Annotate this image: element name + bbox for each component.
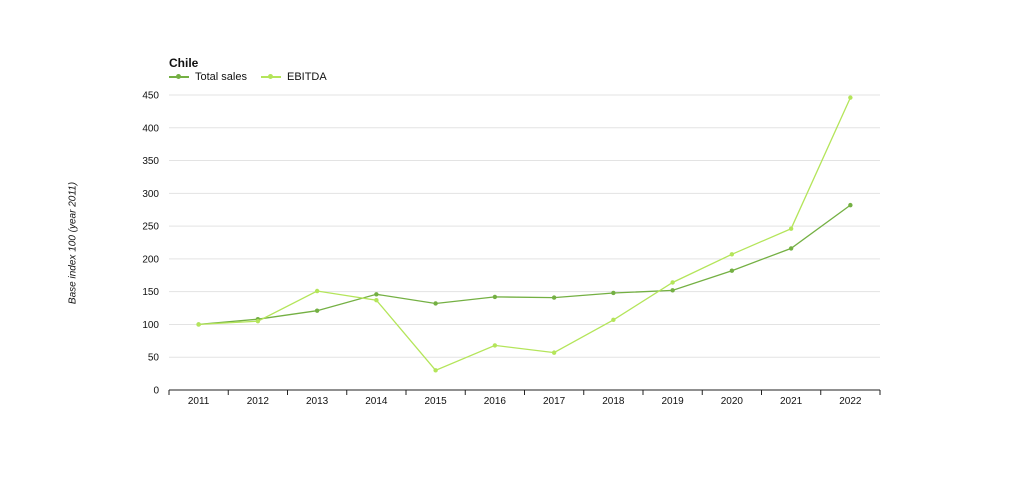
data-point-total-sales: [729, 268, 735, 273]
data-point-ebitda: [374, 297, 379, 303]
data-point-total-sales: [314, 308, 320, 313]
data-point-ebitda: [196, 322, 201, 327]
y-tick-label: 350: [142, 156, 159, 167]
data-point-ebitda: [788, 226, 794, 231]
legend-item-total-sales[interactable]: Total sales: [169, 71, 247, 83]
data-point-total-sales: [611, 290, 616, 296]
data-point-ebitda: [255, 318, 261, 324]
data-point-total-sales: [492, 294, 498, 300]
legend-label-ebitda: EBITDA: [286, 71, 327, 83]
x-tick-label: 2022: [839, 396, 862, 407]
x-tick-label: 2021: [780, 396, 803, 407]
x-tick-label: 2011: [188, 396, 210, 407]
data-point-ebitda: [729, 252, 735, 257]
data-point-ebitda: [611, 317, 616, 323]
x-tick-label: 2016: [484, 396, 507, 407]
x-tick-label: 2019: [662, 396, 685, 407]
data-point-ebitda: [433, 368, 438, 373]
y-tick-label: 0: [153, 386, 159, 397]
legend-swatch-ebitda: [260, 72, 281, 82]
data-point-ebitda: [492, 343, 498, 348]
data-point-total-sales: [374, 292, 379, 297]
x-tick-label: 2012: [247, 396, 270, 407]
legend-swatch-total-sales: [169, 72, 189, 82]
x-tick-label: 2020: [721, 396, 744, 407]
x-tick-label: 2014: [365, 396, 388, 407]
y-tick-label: 150: [142, 287, 159, 298]
legend-item-ebitda[interactable]: EBITDA: [260, 71, 327, 83]
series-line-ebitda: [198, 97, 851, 372]
data-point-ebitda: [314, 288, 320, 294]
y-tick-label: 400: [142, 123, 159, 134]
y-tick-label: 250: [142, 222, 159, 233]
data-point-ebitda: [670, 280, 675, 285]
y-tick-label: 50: [148, 353, 160, 364]
legend-label-total-sales: Total sales: [195, 71, 247, 83]
data-point-ebitda: [848, 95, 853, 100]
x-tick-label: 2017: [543, 396, 566, 407]
x-tick-label: 2013: [306, 396, 329, 407]
data-point-total-sales: [848, 202, 853, 208]
y-tick-label: 300: [142, 189, 159, 200]
legend: Total sales EBITDA: [169, 71, 327, 83]
data-point-total-sales: [433, 301, 438, 306]
data-point-total-sales: [551, 295, 557, 300]
y-tick-label: 100: [142, 320, 159, 331]
series-line-total-sales: [198, 204, 851, 326]
chart-title: Chile: [169, 56, 199, 70]
x-tick-label: 2015: [425, 396, 448, 407]
data-point-total-sales: [670, 288, 675, 293]
y-tick-label: 450: [142, 91, 159, 102]
data-point-total-sales: [788, 246, 794, 251]
x-tick-label: 2018: [602, 396, 625, 407]
y-tick-label: 200: [142, 254, 159, 265]
data-point-ebitda: [551, 350, 557, 355]
